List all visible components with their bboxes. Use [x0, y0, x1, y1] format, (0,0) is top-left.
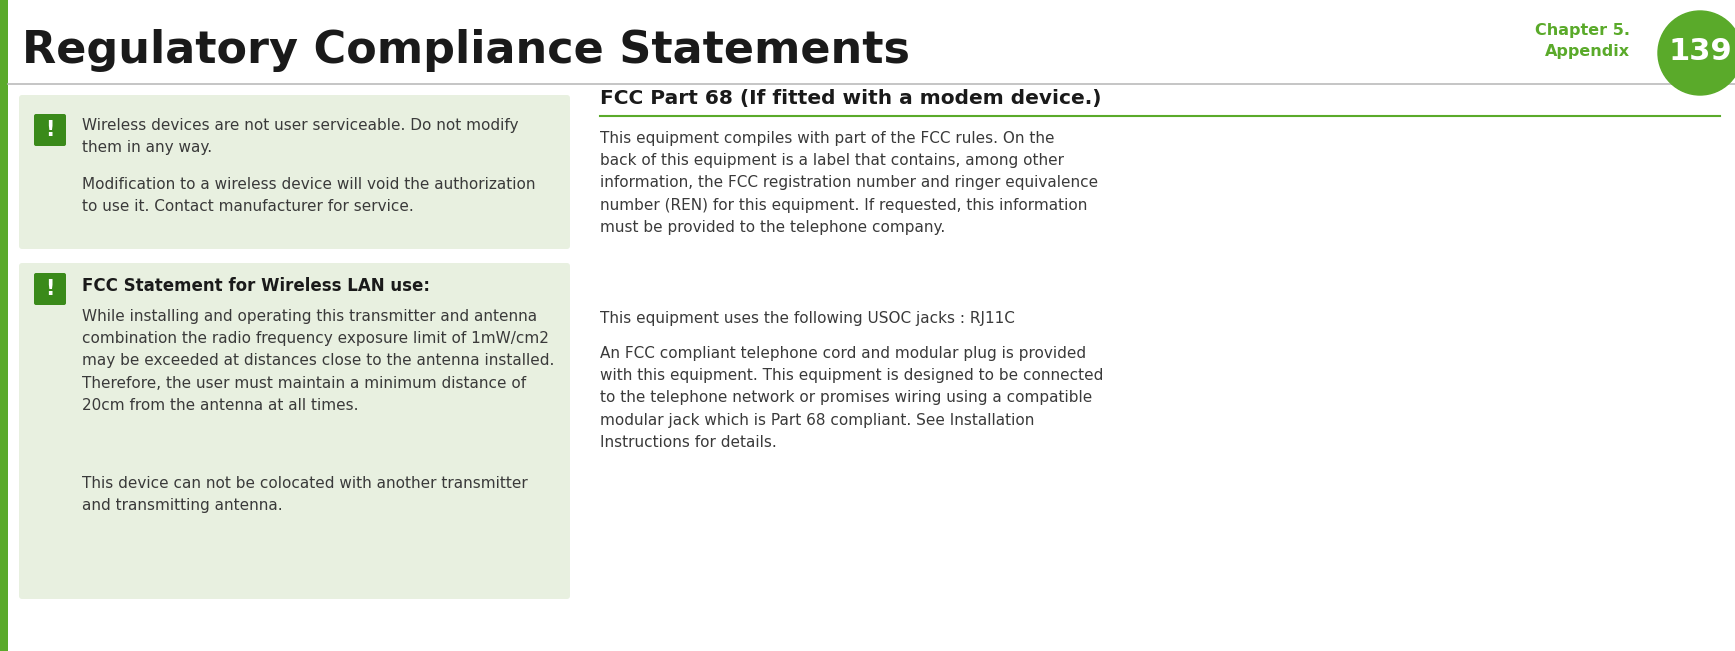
FancyBboxPatch shape	[35, 114, 66, 146]
Text: An FCC compliant telephone cord and modular plug is provided
with this equipment: An FCC compliant telephone cord and modu…	[600, 346, 1103, 450]
FancyBboxPatch shape	[19, 95, 571, 249]
Text: FCC Part 68 (If fitted with a modem device.): FCC Part 68 (If fitted with a modem devi…	[600, 89, 1102, 108]
Text: Modification to a wireless device will void the authorization
to use it. Contact: Modification to a wireless device will v…	[82, 177, 536, 214]
Text: !: !	[45, 120, 56, 140]
Bar	[0, 0, 9, 651]
Text: 139: 139	[1667, 38, 1732, 66]
Text: This equipment compiles with part of the FCC rules. On the
back of this equipmen: This equipment compiles with part of the…	[600, 131, 1098, 235]
Text: Regulatory Compliance Statements: Regulatory Compliance Statements	[23, 29, 909, 72]
Text: !: !	[45, 279, 56, 299]
Circle shape	[1659, 11, 1735, 95]
Text: This device can not be colocated with another transmitter
and transmitting anten: This device can not be colocated with an…	[82, 476, 527, 513]
Text: This equipment uses the following USOC jacks : RJ11C: This equipment uses the following USOC j…	[600, 311, 1015, 326]
FancyBboxPatch shape	[35, 273, 66, 305]
Text: FCC Statement for Wireless LAN use:: FCC Statement for Wireless LAN use:	[82, 277, 430, 295]
Text: Wireless devices are not user serviceable. Do not modify
them in any way.: Wireless devices are not user serviceabl…	[82, 118, 519, 155]
FancyBboxPatch shape	[19, 263, 571, 599]
Text: Chapter 5.
Appendix: Chapter 5. Appendix	[1535, 23, 1629, 59]
Text: While installing and operating this transmitter and antenna
combination the radi: While installing and operating this tran…	[82, 309, 555, 413]
